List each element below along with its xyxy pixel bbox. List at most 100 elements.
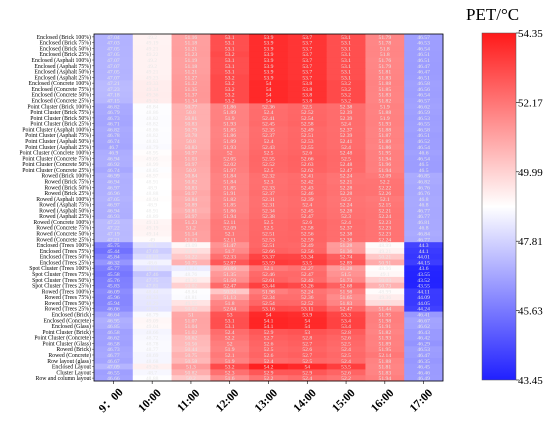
cell-value-label: 48.99 xyxy=(146,162,159,168)
cell-value-label: 50.56 xyxy=(185,341,198,347)
cell-value-label: 53.9 xyxy=(264,41,274,47)
cell-value-label: 46.62 xyxy=(417,104,430,110)
cell-value-label: 50.44 xyxy=(185,347,198,353)
heatmap-cell xyxy=(210,126,250,133)
x-tick-label: 13:00 xyxy=(253,387,281,415)
heatmap-cell xyxy=(365,80,405,87)
cell-value-label: 52.7 xyxy=(264,336,274,342)
heatmap-cell xyxy=(171,120,211,127)
heatmap-cell xyxy=(404,97,444,104)
cell-value-label: 48.78 xyxy=(146,341,159,347)
heatmap-cell xyxy=(132,340,172,347)
x-tick-label: 10:00 xyxy=(136,387,164,415)
heatmap-cell xyxy=(326,340,366,347)
cell-value-label: 44.24 xyxy=(417,307,430,313)
cell-value-label: 52.23 xyxy=(379,220,392,226)
heatmap-cell xyxy=(365,120,405,127)
heatmap-cell xyxy=(287,80,328,87)
heatmap-cell xyxy=(287,45,328,52)
cell-value-label: 50.77 xyxy=(185,104,198,110)
heatmap-cell xyxy=(404,155,444,162)
heatmap-cell xyxy=(326,103,366,110)
heatmap-cell xyxy=(94,51,134,58)
heatmap-cell xyxy=(365,86,405,93)
cell-value-label: 50.91 xyxy=(379,260,392,266)
heatmap-cell xyxy=(249,132,289,139)
heatmap-cell xyxy=(132,132,172,139)
heatmap-cell xyxy=(326,68,366,75)
cell-value-label: 52.45 xyxy=(262,122,275,128)
cell-value-label: 52.5 xyxy=(302,359,312,365)
cell-value-label: 52.6 xyxy=(264,341,274,347)
cell-value-label: 51.83 xyxy=(379,75,392,81)
cell-value-label: 51.65 xyxy=(340,295,353,301)
heatmap-cell xyxy=(287,294,328,301)
cell-value-label: 53.1 xyxy=(341,46,351,52)
cell-value-label: 52.7 xyxy=(302,341,312,347)
heatmap-cell xyxy=(210,109,250,116)
heatmap-cell xyxy=(132,109,172,116)
heatmap-cell xyxy=(249,242,289,249)
cell-value-label: 46.74 xyxy=(107,139,120,145)
heatmap-cell xyxy=(249,207,289,214)
heatmap-cell xyxy=(132,34,172,41)
cell-value-label: 52.1 xyxy=(225,353,235,359)
cell-value-label: 52.8 xyxy=(341,330,351,336)
cell-value-label: 48.44 xyxy=(146,289,159,295)
heatmap-cell xyxy=(132,178,172,185)
heatmap-cell xyxy=(365,126,405,133)
heatmap-cell xyxy=(132,184,172,191)
cell-value-label: 46.76 xyxy=(417,185,430,191)
cell-value-label: 46.54 xyxy=(417,93,430,99)
heatmap-cell xyxy=(326,184,366,191)
heatmap-cell xyxy=(326,375,366,382)
heatmap-cell xyxy=(249,352,289,359)
heatmap-cell xyxy=(210,294,250,301)
y-tick-label: Enclosed (Concrete 50%) xyxy=(31,92,91,99)
heatmap-cell xyxy=(287,282,328,289)
cell-value-label: 51.02 xyxy=(185,330,198,336)
cell-value-label: 52.24 xyxy=(340,203,353,209)
heatmap-cell xyxy=(132,259,172,266)
cell-value-label: 48.84 xyxy=(185,289,198,295)
heatmap-cell xyxy=(365,323,405,330)
heatmap-cell xyxy=(94,294,134,301)
heatmap-cell xyxy=(171,265,211,272)
cell-value-label: 53.9 xyxy=(302,312,312,318)
heatmap-cell xyxy=(171,86,211,93)
heatmap-cell xyxy=(404,242,444,249)
cell-value-label: 51.47 xyxy=(223,243,236,249)
cell-value-label: 51.91 xyxy=(223,191,236,197)
heatmap-cell xyxy=(249,317,289,324)
cell-value-label: 46.56 xyxy=(417,87,430,93)
cell-value-label: 51.16 xyxy=(185,35,198,41)
heatmap-cell xyxy=(365,357,405,365)
cell-value-label: 46.77 xyxy=(417,208,430,214)
heatmap-cell xyxy=(287,57,328,64)
y-tick-label: Enclosed (Brick 25%) xyxy=(39,51,91,58)
cell-value-label: 51.86 xyxy=(223,104,236,110)
cell-value-label: 46.8 xyxy=(419,197,429,203)
heatmap-cell xyxy=(404,276,444,284)
heatmap-cell xyxy=(171,132,211,139)
cell-value-label: 52.6 xyxy=(264,353,274,359)
heatmap-cell xyxy=(287,86,328,93)
cell-value-label: 53.2 xyxy=(341,93,351,99)
heatmap-cell xyxy=(287,155,328,162)
heatmap-cell xyxy=(94,62,134,70)
cell-value-label: 53.2 xyxy=(225,365,235,371)
heatmap-cell xyxy=(404,195,444,203)
heatmap-cell xyxy=(94,143,134,151)
heatmap-cell xyxy=(326,213,366,220)
heatmap-cell xyxy=(326,34,366,41)
heatmap-cell xyxy=(404,357,444,365)
heatmap-cell xyxy=(210,161,250,168)
cell-value-label: 46.99 xyxy=(107,174,120,180)
heatmap-cell xyxy=(365,155,405,162)
heatmap-cell xyxy=(404,259,444,266)
heatmap-cell xyxy=(404,143,444,151)
y-tick-label: Rowed (Concrete) xyxy=(48,352,91,359)
heatmap-cell xyxy=(404,305,444,312)
heatmap-cell xyxy=(210,149,250,156)
